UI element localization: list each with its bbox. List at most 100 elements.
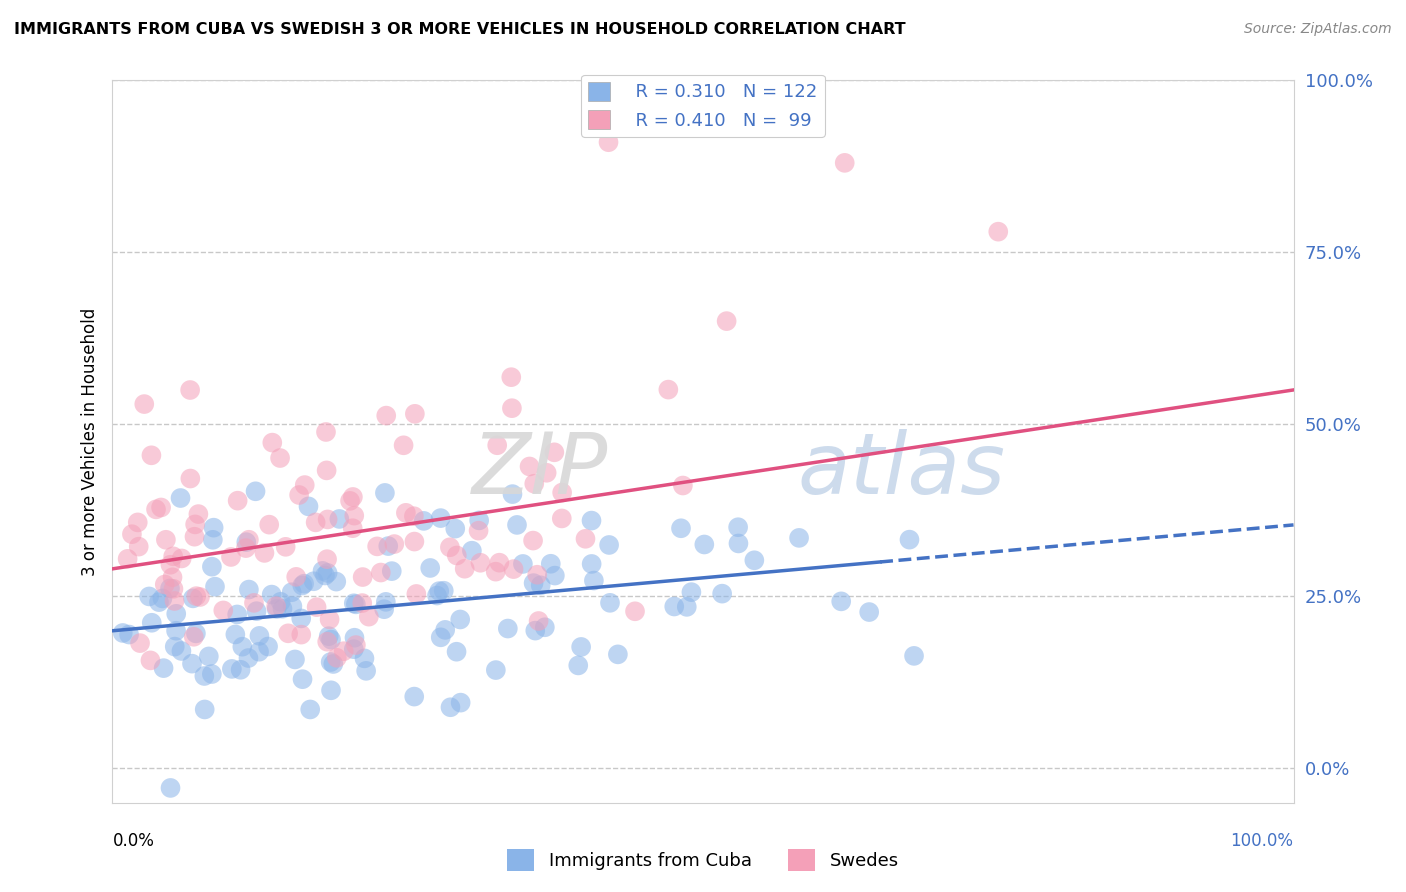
Point — [257, 517, 280, 532]
Point — [134, 397, 156, 411]
Point — [343, 642, 366, 657]
Point — [148, 595, 170, 609]
Point — [598, 538, 620, 552]
Point — [681, 585, 703, 599]
Point — [412, 514, 434, 528]
Point — [257, 640, 280, 654]
Point — [141, 615, 163, 630]
Point — [316, 634, 339, 648]
Point — [266, 602, 288, 616]
Point — [381, 564, 404, 578]
Point — [711, 587, 734, 601]
Y-axis label: 3 or more Vehicles in Household: 3 or more Vehicles in Household — [80, 308, 98, 575]
Point — [152, 661, 174, 675]
Point — [343, 596, 366, 610]
Point — [291, 578, 314, 592]
Point — [281, 599, 304, 614]
Point — [165, 624, 187, 638]
Point — [427, 584, 450, 599]
Point — [290, 611, 312, 625]
Point — [830, 594, 852, 608]
Point — [170, 551, 193, 566]
Point — [318, 612, 340, 626]
Point — [536, 466, 558, 480]
Point — [292, 576, 315, 591]
Point — [523, 576, 546, 591]
Text: 0.0%: 0.0% — [112, 832, 155, 850]
Point — [284, 652, 307, 666]
Point — [446, 549, 468, 563]
Point — [526, 567, 548, 582]
Text: IMMIGRANTS FROM CUBA VS SWEDISH 3 OR MORE VEHICLES IN HOUSEHOLD CORRELATION CHAR: IMMIGRANTS FROM CUBA VS SWEDISH 3 OR MOR… — [14, 22, 905, 37]
Point — [672, 478, 695, 492]
Point — [377, 539, 399, 553]
Point — [534, 620, 557, 634]
Point — [395, 506, 418, 520]
Point — [322, 657, 344, 671]
Point — [574, 532, 596, 546]
Point — [693, 537, 716, 551]
Point — [433, 583, 456, 598]
Point — [319, 655, 342, 669]
Point — [551, 511, 574, 525]
Point — [501, 401, 523, 416]
Point — [162, 570, 184, 584]
Point — [402, 509, 425, 524]
Point — [512, 557, 534, 571]
Point — [128, 540, 150, 554]
Point — [311, 564, 333, 578]
Point — [787, 531, 810, 545]
Point — [184, 517, 207, 532]
Point — [138, 590, 160, 604]
Point — [434, 623, 457, 637]
Point — [450, 696, 472, 710]
Point — [294, 478, 316, 492]
Point — [352, 570, 374, 584]
Point — [316, 552, 339, 566]
Point — [382, 537, 405, 551]
Point — [247, 645, 270, 659]
Point — [319, 632, 342, 647]
Point — [834, 156, 856, 170]
Point — [249, 629, 271, 643]
Point — [444, 522, 467, 536]
Point — [606, 648, 628, 662]
Point — [269, 450, 291, 465]
Point — [392, 438, 415, 452]
Point — [332, 644, 354, 658]
Point — [449, 612, 471, 626]
Point — [543, 445, 565, 459]
Point — [485, 663, 508, 677]
Point — [277, 626, 299, 640]
Point — [229, 663, 252, 677]
Point — [179, 471, 201, 485]
Point — [145, 502, 167, 516]
Point — [117, 551, 139, 566]
Point — [454, 562, 477, 576]
Point — [657, 383, 679, 397]
Point — [184, 626, 207, 640]
Point — [201, 667, 224, 681]
Point — [581, 514, 603, 528]
Point — [624, 604, 647, 618]
Legend:   R = 0.310   N = 122,   R = 0.410   N =  99: R = 0.310 N = 122, R = 0.410 N = 99 — [581, 75, 825, 137]
Point — [419, 561, 441, 575]
Point — [987, 225, 1010, 239]
Point — [270, 595, 292, 609]
Point — [121, 527, 143, 541]
Point — [325, 574, 347, 589]
Point — [501, 370, 523, 384]
Point — [374, 486, 396, 500]
Point — [470, 556, 492, 570]
Point — [544, 568, 567, 582]
Point — [150, 500, 173, 515]
Point — [727, 536, 749, 550]
Point — [675, 599, 697, 614]
Point — [354, 664, 377, 678]
Point — [299, 702, 322, 716]
Point — [285, 570, 308, 584]
Point — [344, 638, 367, 652]
Point — [193, 669, 215, 683]
Point — [366, 540, 388, 554]
Point — [224, 627, 246, 641]
